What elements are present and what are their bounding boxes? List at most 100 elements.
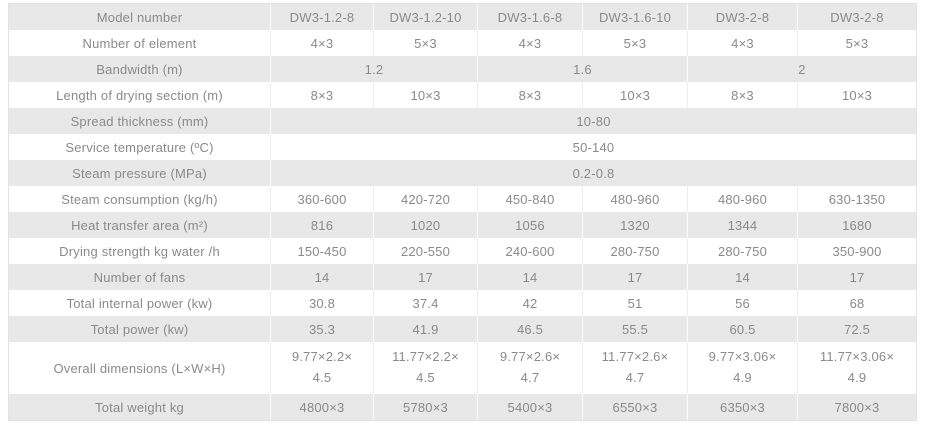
table-cell: 35.3 [271, 316, 374, 342]
table-cell: 2 [798, 61, 806, 77]
spec-table: Model number DW3-1.2-8 DW3-1.2-10 DW3-1.… [8, 3, 917, 421]
table-cell: 14 [478, 264, 583, 290]
table-cell: 60.5 [688, 316, 798, 342]
table-row: Model number DW3-1.2-8 DW3-1.2-10 DW3-1.… [9, 4, 916, 30]
table-cell: 14 [271, 264, 374, 290]
row-label-steam-consumption: Steam consumption (kg/h) [9, 186, 271, 212]
table-row: Steam consumption (kg/h) 360-600 420-720… [9, 186, 916, 212]
table-cell: 5780×3 [374, 394, 478, 420]
row-label-length-of-drying-section: Length of drying section (m) [9, 82, 271, 108]
table-row: Total internal power (kw) 30.8 37.4 42 5… [9, 290, 916, 316]
table-cell: DW3-1.6-10 [583, 4, 688, 30]
row-label-heat-transfer-area: Heat transfer area (m²) [9, 212, 271, 238]
row-label-total-power: Total power (kw) [9, 316, 271, 342]
table-cell: 7800×3 [834, 399, 880, 415]
table-cell: 11.77×2.2× 4.5 [374, 342, 478, 394]
table-cell: 17 [374, 264, 478, 290]
table-cell: 816 [271, 212, 374, 238]
table-row: Spread thickness (mm) 10-80 [9, 108, 916, 134]
table-cell: 50-140 [572, 139, 615, 155]
row-label-total-weight: Total weight kg [9, 394, 271, 420]
table-cell: 17 [583, 264, 688, 290]
table-cell: 630-1350 [828, 191, 886, 207]
table-row: Total power (kw) 35.3 41.9 46.5 55.5 60.… [9, 316, 916, 342]
table-cell: DW3-2-8 [688, 4, 798, 30]
table-cell: 5×3 [845, 35, 869, 51]
table-cell: 6350×3 [688, 394, 798, 420]
table-cell: 5×3 [374, 30, 478, 56]
table-cell: 420-720 [374, 186, 478, 212]
table-cell: 14 [688, 264, 798, 290]
table-cell: 450-840 [478, 186, 583, 212]
table-cell: 10×3 [841, 87, 873, 103]
table-cell: 4800×3 [271, 394, 374, 420]
table-cell: 55.5 [583, 316, 688, 342]
table-cell: 30.8 [271, 290, 374, 316]
table-row: Number of element 4×3 5×3 4×3 5×3 4×3 5×… [9, 30, 916, 56]
table-cell: 220-550 [374, 238, 478, 264]
row-label-model-number: Model number [9, 4, 271, 30]
table-row: Steam pressure (MPa) 0.2-0.8 [9, 160, 916, 186]
table-cell: 41.9 [374, 316, 478, 342]
table-cell: 350-900 [832, 243, 882, 259]
table-cell: 8×3 [271, 82, 374, 108]
table-row: Overall dimensions (L×W×H) 9.77×2.2× 4.5… [9, 342, 916, 394]
row-label-total-internal-power: Total internal power (kw) [9, 290, 271, 316]
table-cell: 1320 [583, 212, 688, 238]
table-cell: 10×3 [374, 82, 478, 108]
table-cell: 37.4 [374, 290, 478, 316]
table-cell: 480-960 [688, 186, 798, 212]
table-cell: 8×3 [688, 82, 798, 108]
table-cell: 6550×3 [583, 394, 688, 420]
table-cell: 1.6 [478, 56, 688, 82]
table-row: Heat transfer area (m²) 816 1020 1056 13… [9, 212, 916, 238]
table-cell: 1.2 [271, 56, 478, 82]
table-cell: DW3-1.2-8 [271, 4, 374, 30]
table-cell: 4×3 [271, 30, 374, 56]
row-label-bandwidth: Bandwidth (m) [9, 56, 271, 82]
table-cell: 4×3 [688, 30, 798, 56]
table-cell: 4×3 [478, 30, 583, 56]
table-cell: 9.77×3.06× 4.9 [688, 342, 798, 394]
table-cell: 360-600 [271, 186, 374, 212]
table-cell: 8×3 [478, 82, 583, 108]
table-cell: 150-450 [271, 238, 374, 264]
table-row: Length of drying section (m) 8×3 10×3 8×… [9, 82, 916, 108]
table-cell: 0.2-0.8 [572, 165, 615, 181]
table-cell: 17 [849, 269, 865, 285]
table-cell: DW3-2-8 [830, 9, 884, 25]
table-cell: 5400×3 [478, 394, 583, 420]
table-cell: 51 [583, 290, 688, 316]
table-cell: 5×3 [583, 30, 688, 56]
table-cell: 72.5 [843, 321, 871, 337]
table-row: Service temperature (ºC) 50-140 [9, 134, 916, 160]
row-label-overall-dimensions: Overall dimensions (L×W×H) [9, 342, 271, 394]
table-cell: DW3-1.2-10 [374, 4, 478, 30]
row-label-spread-thickness: Spread thickness (mm) [9, 108, 271, 134]
row-label-steam-pressure: Steam pressure (MPa) [9, 160, 271, 186]
row-label-drying-strength: Drying strength kg water /h [9, 238, 271, 264]
table-cell: 42 [478, 290, 583, 316]
table-cell: 10-80 [576, 113, 611, 129]
table-row: Bandwidth (m) 1.2 1.6 2 [9, 56, 916, 82]
row-label-service-temperature: Service temperature (ºC) [9, 134, 271, 160]
table-cell: 1020 [374, 212, 478, 238]
table-cell: 1680 [842, 217, 872, 233]
table-cell: 1344 [688, 212, 798, 238]
table-cell: 11.77×2.6× 4.7 [583, 342, 688, 394]
table-cell: 9.77×2.6× 4.7 [478, 342, 583, 394]
table-row: Total weight kg 4800×3 5780×3 5400×3 655… [9, 394, 916, 420]
table-cell: 68 [849, 295, 865, 311]
table-cell: 46.5 [478, 316, 583, 342]
table-cell: 10×3 [583, 82, 688, 108]
table-cell: 240-600 [478, 238, 583, 264]
table-row: Drying strength kg water /h 150-450 220-… [9, 238, 916, 264]
table-cell: DW3-1.6-8 [478, 4, 583, 30]
table-row: Number of fans 14 17 14 17 14 17 [9, 264, 916, 290]
row-label-number-of-fans: Number of fans [9, 264, 271, 290]
table-cell: 56 [688, 290, 798, 316]
table-cell: 9.77×2.2× 4.5 [271, 342, 374, 394]
table-cell: 280-750 [688, 238, 798, 264]
table-cell: 11.77×3.06× 4.9 [819, 349, 895, 385]
table-cell: 280-750 [583, 238, 688, 264]
